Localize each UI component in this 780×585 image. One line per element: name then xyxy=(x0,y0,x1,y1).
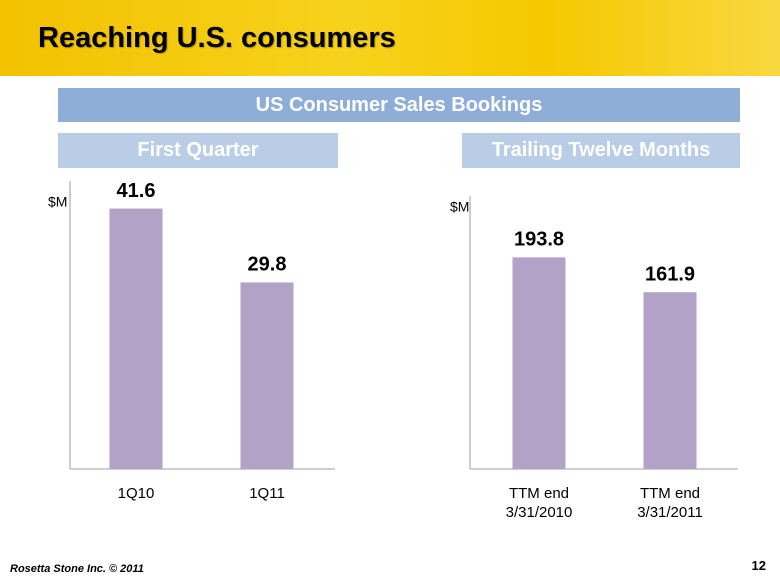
footer: Rosetta Stone Inc. © 2011 xyxy=(10,563,144,575)
y-axis-label: $M xyxy=(48,194,67,210)
x-tick-label: TTM end 3/31/2010 xyxy=(505,485,573,521)
bar xyxy=(643,292,697,469)
bar xyxy=(109,208,163,469)
slide-title: Reaching U.S. consumers xyxy=(38,22,396,54)
value-label: 29.8 xyxy=(248,254,287,276)
bar xyxy=(512,257,566,469)
x-tick-label: 1Q11 xyxy=(249,485,285,502)
value-label: 41.6 xyxy=(117,180,156,202)
value-label: 161.9 xyxy=(645,263,695,285)
chart-title: First Quarter xyxy=(58,133,338,168)
x-tick-label: 1Q10 xyxy=(117,485,155,502)
page-number: 12 xyxy=(751,558,766,573)
bar xyxy=(240,282,294,469)
x-tick-label: TTM end 3/31/2011 xyxy=(637,485,703,521)
header-band xyxy=(0,0,780,76)
y-axis-label: $M xyxy=(450,199,469,215)
banner: US Consumer Sales Bookings xyxy=(58,88,740,122)
chart-title: Trailing Twelve Months xyxy=(462,133,740,168)
value-label: 193.8 xyxy=(514,229,564,251)
